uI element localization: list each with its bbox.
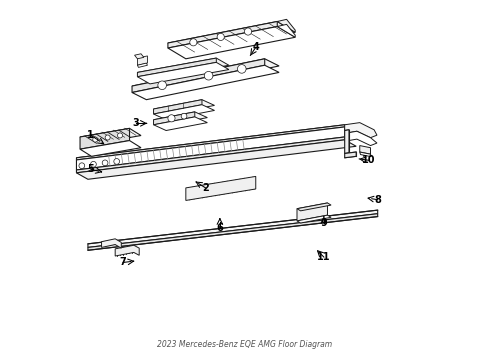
Polygon shape <box>80 129 129 149</box>
Polygon shape <box>153 117 207 131</box>
Circle shape <box>118 133 122 138</box>
Circle shape <box>79 163 85 168</box>
Text: 6: 6 <box>217 224 223 233</box>
Polygon shape <box>76 137 344 173</box>
Polygon shape <box>76 140 356 179</box>
Polygon shape <box>153 112 195 125</box>
Polygon shape <box>137 58 216 77</box>
Circle shape <box>102 160 108 166</box>
Polygon shape <box>135 54 144 59</box>
Polygon shape <box>132 65 279 100</box>
Text: 5: 5 <box>87 164 94 174</box>
Polygon shape <box>297 215 331 223</box>
Polygon shape <box>344 123 377 138</box>
Polygon shape <box>76 125 356 164</box>
Polygon shape <box>88 210 378 247</box>
Circle shape <box>114 158 120 164</box>
Text: 10: 10 <box>362 155 375 165</box>
Polygon shape <box>168 22 295 54</box>
Polygon shape <box>115 245 139 256</box>
Polygon shape <box>76 125 344 160</box>
Polygon shape <box>168 22 277 48</box>
Circle shape <box>93 137 98 142</box>
Circle shape <box>204 71 213 80</box>
Polygon shape <box>277 24 295 37</box>
Circle shape <box>245 28 252 35</box>
Circle shape <box>217 33 224 41</box>
Text: 8: 8 <box>374 195 381 205</box>
Text: 3: 3 <box>132 118 139 128</box>
Circle shape <box>238 64 246 73</box>
Circle shape <box>91 161 97 167</box>
Polygon shape <box>153 105 215 120</box>
Text: 2023 Mercedes-Benz EQE AMG Floor Diagram: 2023 Mercedes-Benz EQE AMG Floor Diagram <box>157 339 333 348</box>
Text: 2: 2 <box>202 183 209 193</box>
Polygon shape <box>153 112 207 126</box>
Text: 1: 1 <box>87 130 94 140</box>
Text: 4: 4 <box>252 42 259 52</box>
Circle shape <box>158 81 167 90</box>
Polygon shape <box>88 214 378 250</box>
Polygon shape <box>137 58 229 80</box>
Polygon shape <box>168 27 295 59</box>
Polygon shape <box>297 203 331 211</box>
Polygon shape <box>132 59 279 93</box>
Text: 11: 11 <box>317 252 331 262</box>
Polygon shape <box>101 239 122 248</box>
Polygon shape <box>277 19 295 32</box>
Polygon shape <box>360 152 371 157</box>
Text: 7: 7 <box>120 257 126 267</box>
Polygon shape <box>344 131 377 145</box>
Polygon shape <box>137 63 147 67</box>
Circle shape <box>105 135 110 140</box>
Polygon shape <box>297 203 327 221</box>
Circle shape <box>168 115 175 122</box>
Polygon shape <box>137 62 229 84</box>
Polygon shape <box>344 152 356 158</box>
Polygon shape <box>153 100 215 115</box>
Polygon shape <box>344 130 349 153</box>
Text: 9: 9 <box>320 218 327 228</box>
Polygon shape <box>153 100 202 114</box>
Polygon shape <box>80 129 141 144</box>
Polygon shape <box>137 56 147 65</box>
Polygon shape <box>186 176 256 201</box>
Polygon shape <box>360 145 370 154</box>
Polygon shape <box>80 140 141 156</box>
Circle shape <box>181 113 187 119</box>
Polygon shape <box>132 59 265 93</box>
Polygon shape <box>76 127 344 170</box>
Circle shape <box>190 39 197 46</box>
